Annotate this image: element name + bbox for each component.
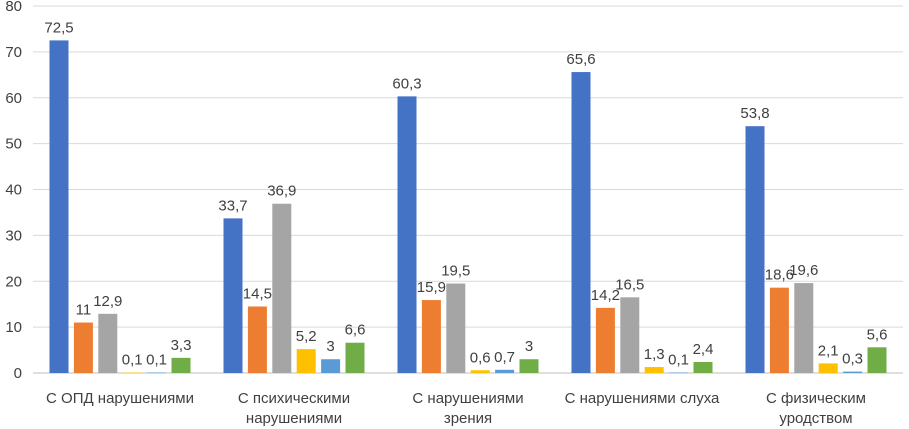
data-label: 72,5: [44, 19, 73, 36]
data-label: 0,1: [668, 352, 689, 369]
bar: [669, 372, 689, 374]
bar: [769, 287, 789, 373]
y-tick-label: 10: [5, 319, 22, 336]
data-label: 12,9: [93, 293, 122, 310]
data-label: 6,6: [345, 322, 366, 339]
data-label: 60,3: [392, 75, 421, 92]
bar: [321, 359, 341, 373]
data-label: 36,9: [267, 183, 296, 200]
x-axis-categories: С ОПД нарушениями С психическими нарушения…: [46, 390, 866, 427]
category-label: С ОПД нарушениями: [46, 390, 194, 407]
data-label: 0,1: [122, 352, 143, 369]
bar: [470, 370, 490, 373]
data-label: 53,8: [740, 105, 769, 122]
data-label: 0,6: [470, 349, 491, 366]
y-axis-ticks: 0 10 20 30 40 50 60 70 80: [5, 0, 22, 382]
data-label: 11: [76, 302, 92, 319]
category-label: нарушениями: [246, 410, 342, 427]
y-tick-label: 50: [5, 136, 22, 153]
bar: [421, 300, 441, 373]
y-tick-label: 60: [5, 90, 22, 107]
gridlines: [33, 5, 903, 374]
data-label: 14,2: [591, 287, 620, 304]
bar: [171, 357, 191, 373]
bar: [272, 203, 292, 373]
bar: [571, 72, 591, 373]
bar: [818, 363, 838, 373]
bar: [519, 359, 539, 373]
bar: [446, 283, 466, 373]
y-tick-label: 70: [5, 44, 22, 61]
bar: [147, 372, 167, 374]
bar: [595, 307, 615, 373]
data-label: 0,3: [842, 351, 863, 368]
data-label: 65,6: [566, 51, 595, 68]
bar: [296, 349, 316, 373]
bar: [644, 367, 664, 373]
bar: [745, 126, 765, 373]
data-label: 5,2: [296, 328, 317, 345]
y-tick-label: 0: [14, 365, 22, 382]
bar: [73, 322, 93, 373]
bars: [49, 40, 887, 374]
category-label: зрения: [444, 410, 492, 427]
bar: [98, 313, 118, 373]
data-label: 3: [326, 338, 334, 355]
bar: [693, 361, 713, 373]
bar: [49, 40, 69, 373]
bar: [867, 347, 887, 373]
bar: [620, 297, 640, 373]
bar: [495, 369, 515, 373]
data-label: 3,3: [171, 337, 192, 354]
y-tick-label: 30: [5, 227, 22, 244]
data-label: 0,7: [494, 349, 515, 366]
y-tick-label: 40: [5, 182, 22, 199]
bar: [843, 371, 863, 373]
category-label: С физическим: [766, 390, 866, 407]
data-label: 15,9: [417, 279, 446, 296]
category-label: С психическими: [238, 390, 350, 407]
bar: [397, 96, 417, 374]
category-label: С нарушениями слуха: [565, 390, 720, 407]
data-label: 19,6: [789, 262, 818, 279]
y-tick-label: 80: [5, 0, 22, 15]
data-label: 0,1: [146, 352, 167, 369]
data-label: 2,4: [693, 341, 714, 358]
data-label: 3: [525, 338, 533, 355]
y-tick-label: 20: [5, 273, 22, 290]
data-label: 5,6: [867, 326, 888, 343]
bar: [345, 342, 365, 373]
bar: [247, 306, 267, 373]
data-label: 19,5: [441, 263, 470, 280]
bar: [223, 218, 243, 373]
data-label: 33,7: [218, 197, 247, 214]
category-label: уродством: [779, 410, 852, 427]
category-label: С нарушениями: [412, 390, 523, 407]
data-label: 1,3: [644, 346, 665, 363]
data-label: 2,1: [818, 342, 839, 359]
data-label: 14,5: [243, 285, 272, 302]
data-label: 16,5: [615, 276, 644, 293]
data-label: 18,6: [765, 267, 794, 284]
bar: [794, 283, 814, 373]
bar: [122, 372, 142, 374]
